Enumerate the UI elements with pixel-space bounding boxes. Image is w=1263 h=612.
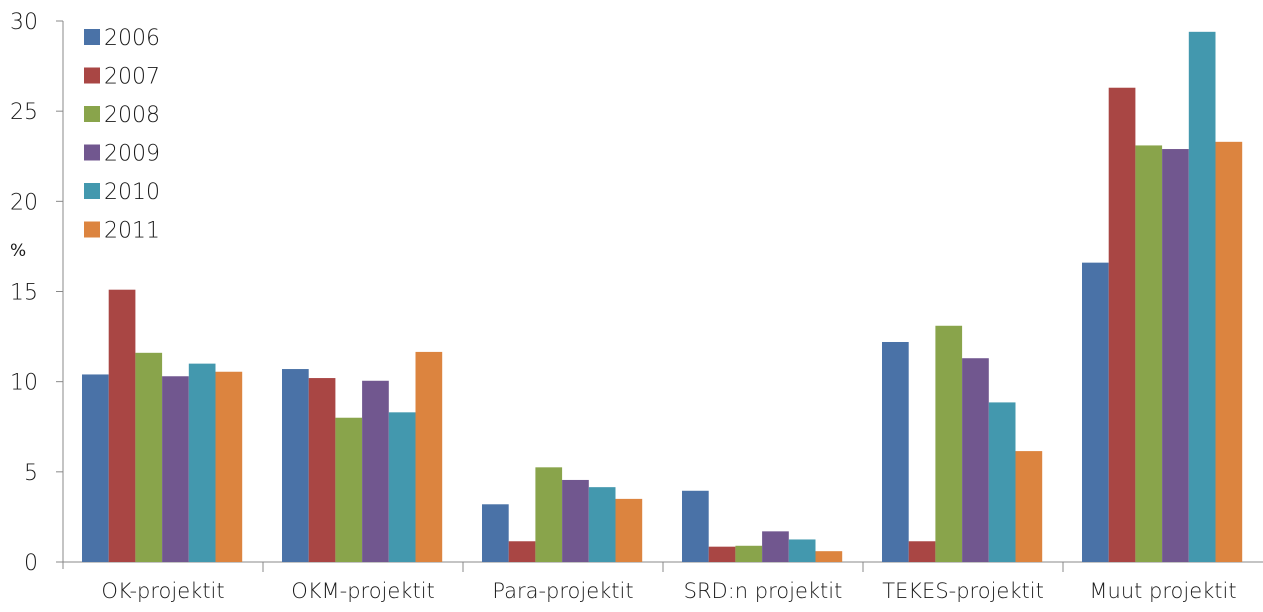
x-tick-label: OKM-projektit bbox=[291, 579, 435, 603]
x-tick-label: OK-projektit bbox=[101, 579, 224, 603]
y-tick-label: 0 bbox=[24, 551, 38, 576]
bar-2009 bbox=[162, 376, 189, 562]
x-tick-label: Para-projektit bbox=[492, 579, 633, 603]
legend-swatch bbox=[84, 144, 100, 161]
bars bbox=[82, 31, 1243, 563]
legend-label: 2009 bbox=[104, 142, 160, 167]
bar-2011 bbox=[1215, 141, 1243, 562]
bar-2007 bbox=[708, 546, 736, 562]
legend-swatch bbox=[84, 67, 100, 84]
y-tick-label: 15 bbox=[10, 281, 38, 306]
legend: 2006 2007 2008 2009 2010 2011 bbox=[84, 26, 160, 244]
x-tick-label: Muut projektit bbox=[1089, 579, 1236, 603]
labels: 0 5 10 15 20 25 30% OK-projektit OKM-projektit Pa… bbox=[10, 10, 1237, 603]
y-tick-label: 5 bbox=[24, 461, 38, 486]
bar-2008 bbox=[1135, 145, 1163, 562]
bar-2010 bbox=[588, 487, 616, 562]
bar-2008 bbox=[935, 325, 963, 562]
x-tick-label: TEKES-projektit bbox=[882, 579, 1044, 603]
bar-2009 bbox=[762, 531, 789, 562]
x-tick-label: SRD:n projektit bbox=[684, 579, 843, 603]
bar-2006 bbox=[482, 504, 509, 562]
bar-2007 bbox=[908, 541, 936, 562]
y-tick-label: 30 bbox=[10, 10, 38, 35]
legend-label: 2011 bbox=[104, 219, 160, 244]
bar-2006 bbox=[682, 490, 709, 562]
bar-2009 bbox=[362, 380, 389, 562]
bar-2011 bbox=[615, 498, 643, 562]
axes bbox=[56, 20, 1263, 572]
bar-2006 bbox=[882, 341, 909, 562]
bar-2007 bbox=[108, 289, 136, 562]
legend-swatch bbox=[84, 106, 100, 122]
bar-2010 bbox=[388, 412, 416, 562]
legend-label: 2006 bbox=[104, 26, 160, 51]
bar-2011 bbox=[815, 551, 843, 562]
legend-label: 2007 bbox=[104, 65, 160, 90]
bar-2011 bbox=[1015, 451, 1043, 562]
bar-2006 bbox=[1082, 262, 1109, 562]
y-tick-label: 20 bbox=[10, 190, 38, 215]
y-tick-label: 10 bbox=[10, 371, 38, 396]
bar-2009 bbox=[1162, 149, 1189, 562]
bar-2008 bbox=[135, 352, 163, 562]
legend-swatch bbox=[84, 29, 100, 45]
legend-swatch bbox=[84, 221, 100, 238]
bar-2010 bbox=[188, 363, 216, 562]
legend-label: 2008 bbox=[104, 103, 160, 128]
bar-2008 bbox=[735, 545, 763, 562]
bar-2007 bbox=[1108, 87, 1136, 563]
bar-2011 bbox=[215, 371, 243, 562]
bar-2009 bbox=[562, 479, 589, 562]
bar-2009 bbox=[962, 358, 989, 562]
y-tick-label: 25 bbox=[10, 100, 38, 125]
legend-swatch bbox=[84, 183, 100, 199]
bar-2008 bbox=[335, 417, 363, 562]
bar-2011 bbox=[415, 351, 443, 562]
bar-2010 bbox=[1188, 31, 1216, 562]
legend-label: 2010 bbox=[104, 180, 160, 205]
bar-2007 bbox=[308, 378, 336, 562]
bar-2006 bbox=[282, 369, 309, 562]
bar-2010 bbox=[988, 402, 1016, 562]
y-axis-label: % bbox=[10, 241, 26, 261]
bar-2010 bbox=[788, 539, 816, 562]
bar-2008 bbox=[535, 467, 563, 562]
bar-2006 bbox=[82, 374, 109, 562]
bar-2007 bbox=[508, 541, 536, 562]
